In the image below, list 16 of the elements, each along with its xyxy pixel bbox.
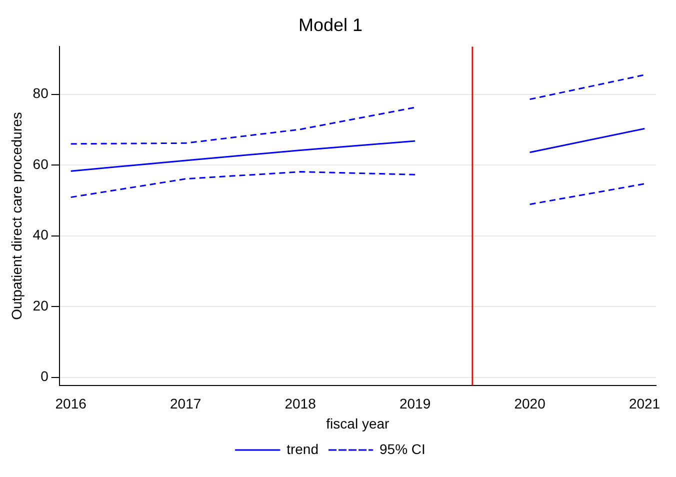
y-axis-title: Outpatient direct care procedures: [8, 112, 24, 320]
legend-label: 95% CI: [380, 440, 426, 457]
x-tick-label: 2019: [399, 396, 431, 412]
legend-label: trend: [286, 440, 319, 457]
x-tick-label: 2016: [55, 396, 87, 412]
x-tick-label: 2018: [284, 396, 316, 412]
x-axis-title: fiscal year: [326, 415, 390, 432]
y-tick-label: 80: [32, 85, 49, 102]
y-tick-label: 0: [40, 368, 49, 384]
chart-title: Model 1: [298, 14, 363, 35]
x-tick-label: 2021: [628, 396, 660, 412]
x-tick-label: 2020: [514, 396, 546, 412]
y-tick-label: 60: [32, 156, 49, 172]
y-tick-label: 40: [32, 226, 49, 243]
y-tick-label: 20: [32, 297, 49, 314]
x-tick-label: 2017: [170, 396, 202, 412]
